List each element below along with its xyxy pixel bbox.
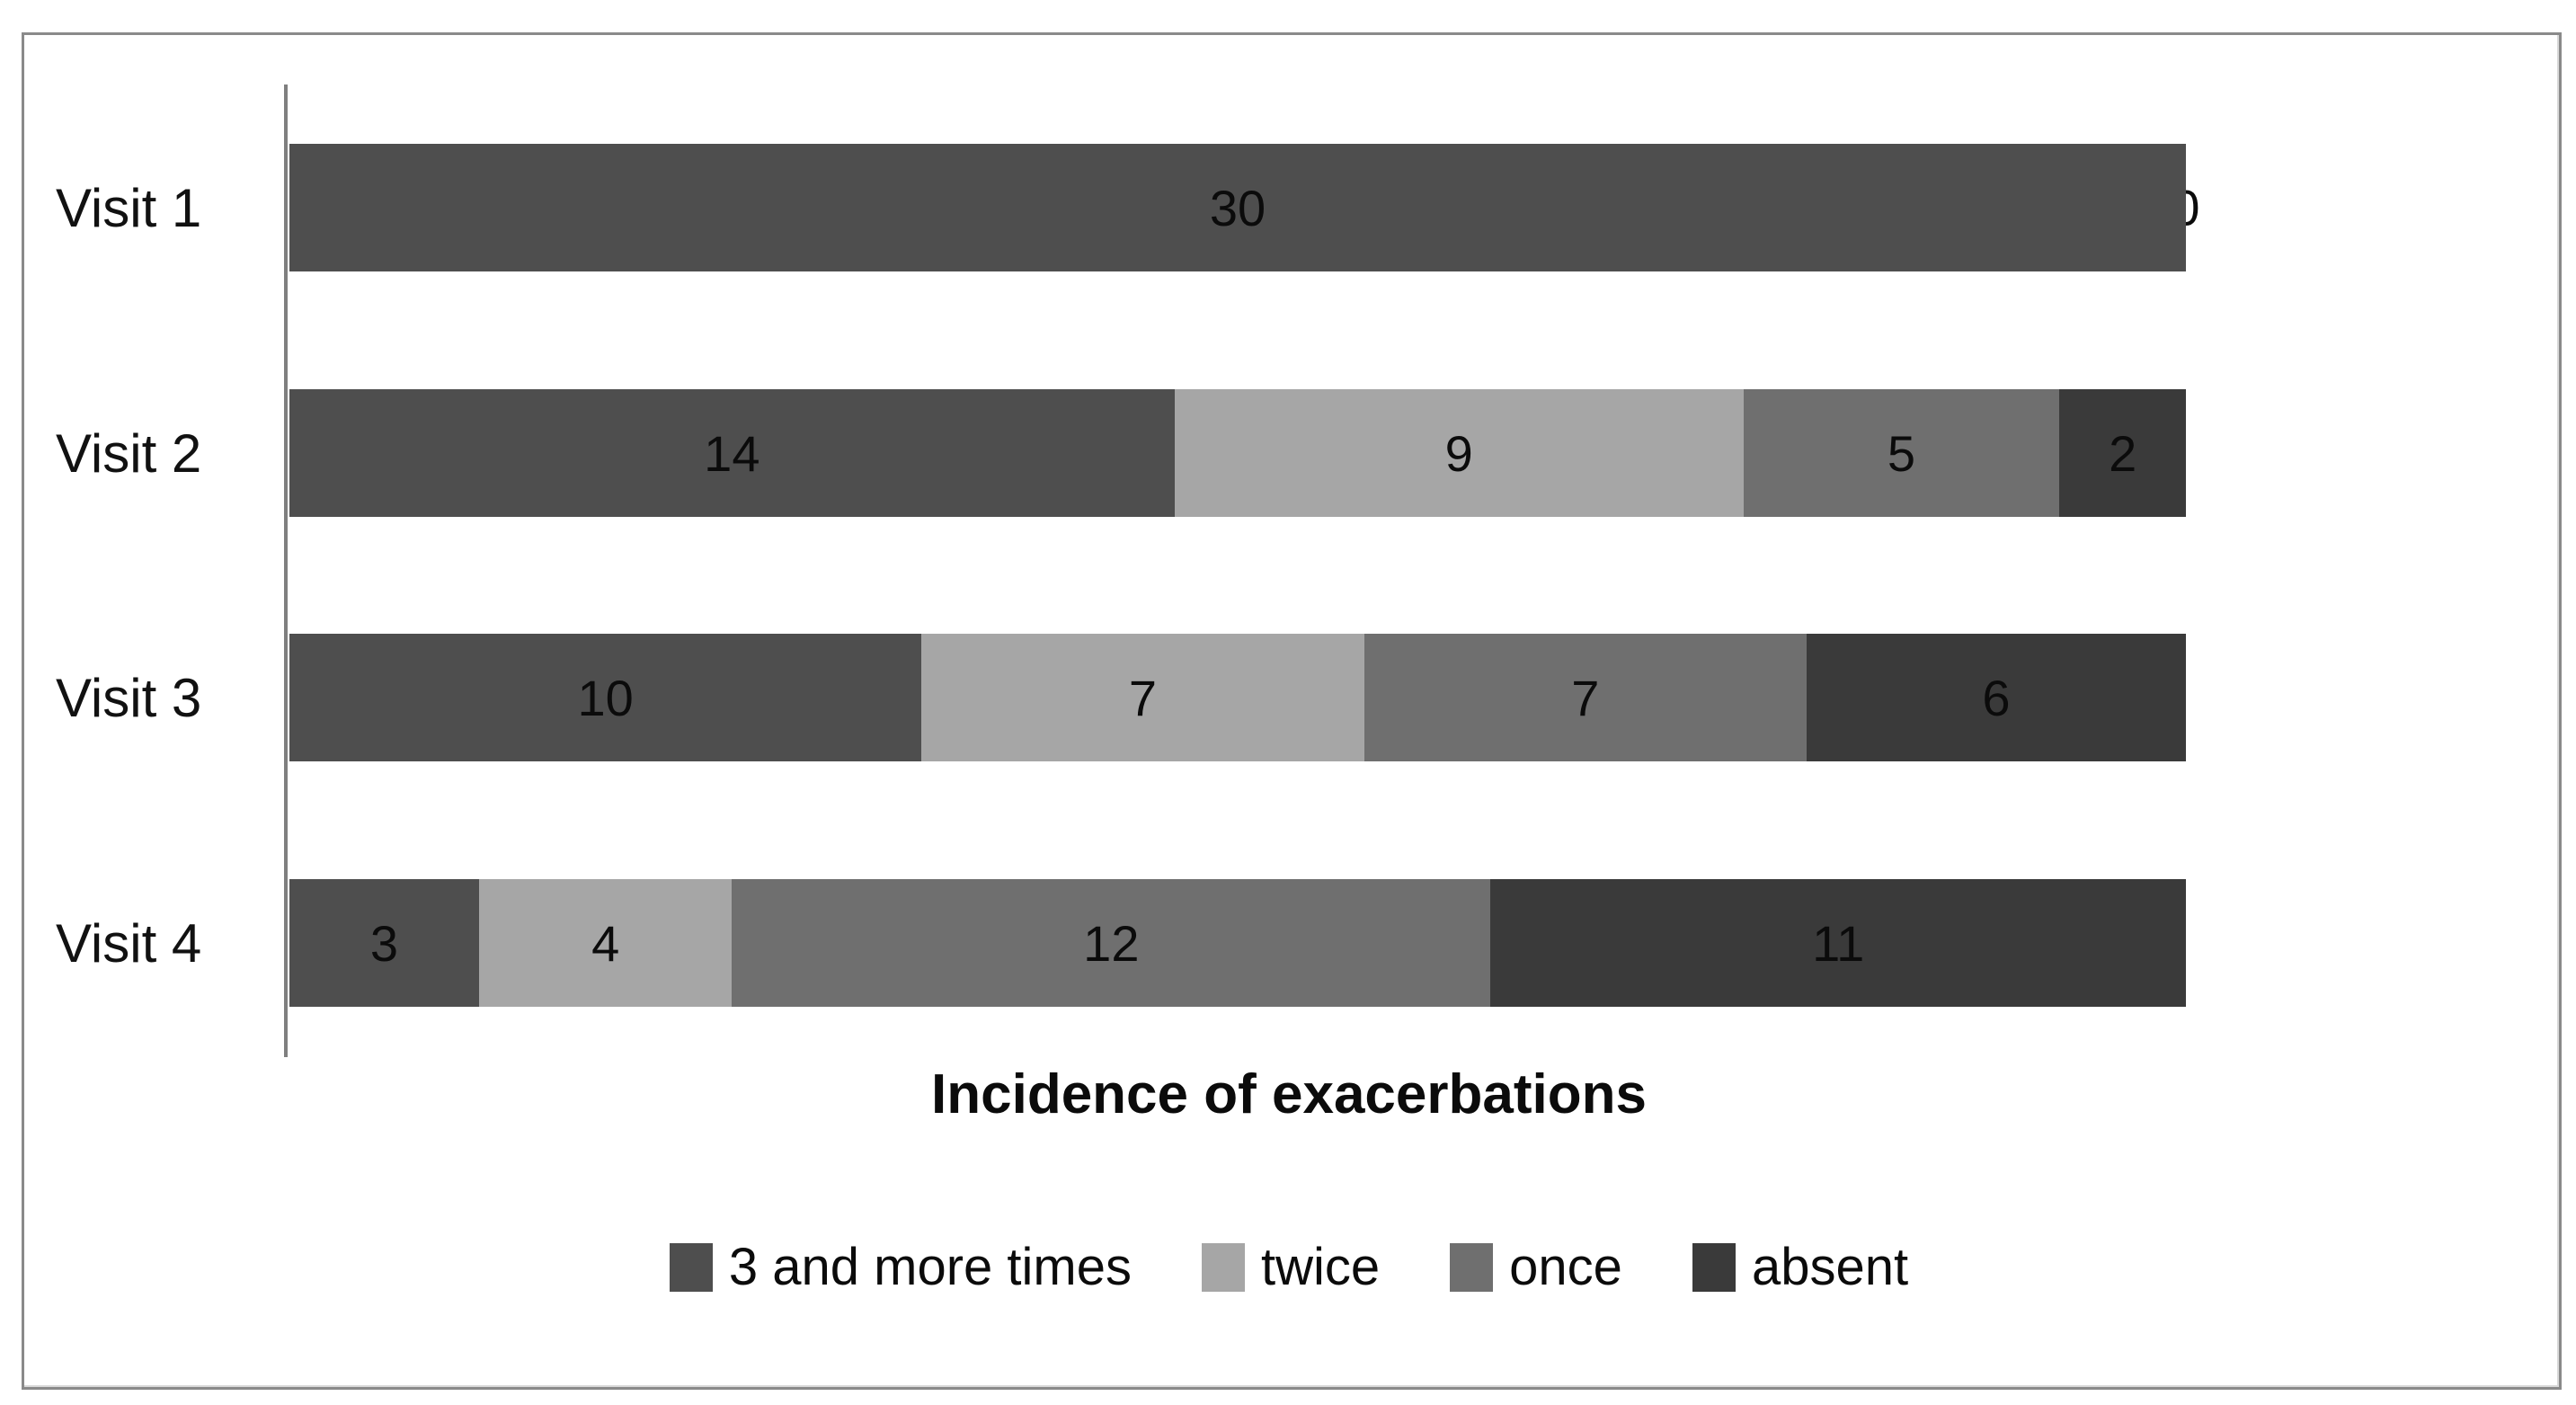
legend-item: once <box>1450 1237 1622 1297</box>
value-label: 6 <box>1982 669 2011 726</box>
category-label: Visit 2 <box>56 422 202 484</box>
value-label: 9 <box>1444 424 1473 482</box>
bar-segment: 5 <box>1743 389 2060 517</box>
value-label: 7 <box>1571 669 1600 726</box>
legend-item: 3 and more times <box>669 1237 1132 1297</box>
value-label: 2 <box>2109 424 2137 482</box>
bar-segment: 7 <box>1364 634 1807 761</box>
legend-label: absent <box>1751 1238 1909 1296</box>
legend-swatch-icon <box>669 1242 713 1292</box>
value-label: 4 <box>591 914 620 972</box>
value-label: 14 <box>704 424 760 482</box>
category-label: Visit 1 <box>56 177 202 238</box>
chart-title: Incidence of exacerbations <box>931 1063 1647 1125</box>
bar-segment: 3 <box>289 879 479 1007</box>
bar-row: 3 4 12 11 <box>289 879 2186 1007</box>
legend: 3 and more times twice once absent <box>22 1237 2556 1297</box>
value-label: 5 <box>1887 424 1916 482</box>
value-label: 11 <box>1812 914 1865 972</box>
bar-segment: 6 <box>1806 634 2186 761</box>
legend-swatch-icon <box>1450 1242 1494 1292</box>
y-axis-line <box>284 84 288 1057</box>
value-label: 10 <box>577 669 634 726</box>
value-label: 7 <box>1128 669 1158 726</box>
bar-segment: 7 <box>921 634 1364 761</box>
value-label: 12 <box>1083 914 1140 972</box>
legend-item: twice <box>1202 1237 1380 1297</box>
bar-segment: 14 <box>289 389 1175 517</box>
bar-row: 10 7 7 6 <box>289 634 2186 761</box>
legend-item: absent <box>1692 1237 1908 1297</box>
legend-swatch-icon <box>1692 1242 1736 1292</box>
category-label: Visit 4 <box>56 912 202 974</box>
bar-row: 30 <box>289 144 2186 271</box>
legend-label: once <box>1509 1238 1622 1296</box>
bar-row: 14 9 5 2 <box>289 389 2186 517</box>
legend-label: twice <box>1261 1238 1381 1296</box>
legend-swatch-icon <box>1202 1242 1245 1292</box>
bar-segment: 2 <box>2059 389 2186 517</box>
bar-segment: 30 <box>289 144 2186 271</box>
bar-segment: 11 <box>1490 879 2186 1007</box>
value-label: 30 <box>1209 179 1266 236</box>
legend-label: 3 and more times <box>728 1238 1132 1296</box>
bar-segment: 4 <box>479 879 733 1007</box>
category-label: Visit 3 <box>56 667 202 728</box>
value-label: 3 <box>369 914 399 972</box>
bar-segment: 12 <box>732 879 1491 1007</box>
bar-segment: 9 <box>1174 389 1744 517</box>
bar-segment: 10 <box>289 634 922 761</box>
